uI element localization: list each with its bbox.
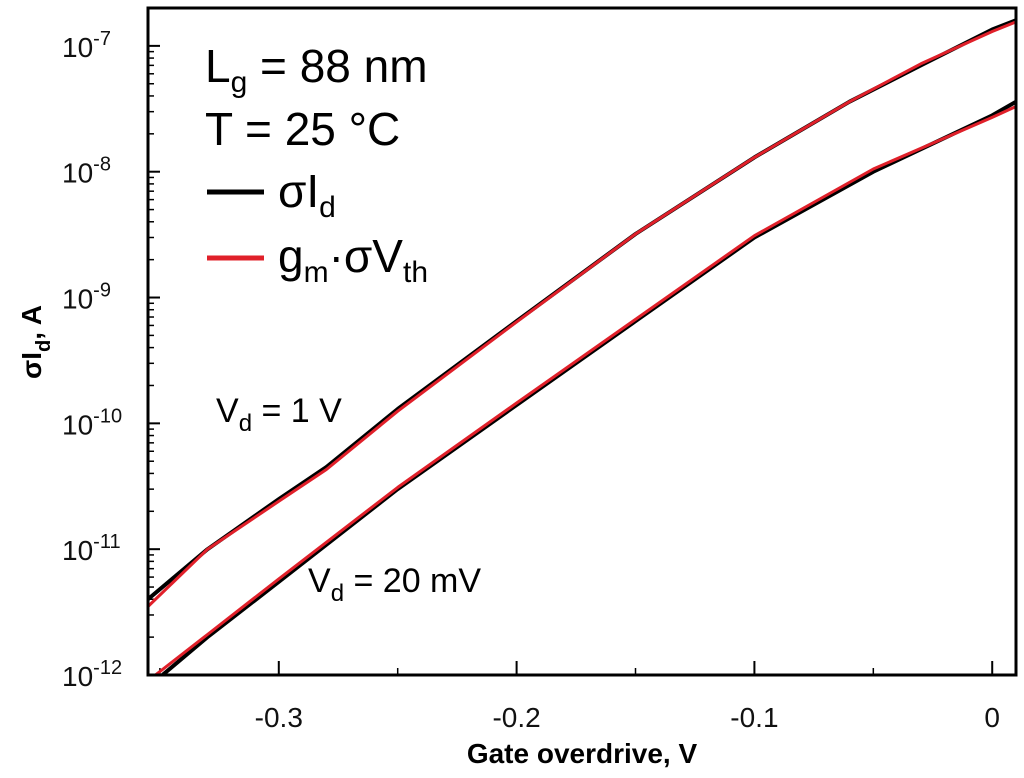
- y-axis-title-tail: , A: [16, 305, 47, 340]
- x-tick-label: -0.3: [255, 702, 303, 733]
- y-tick-label: 10-11: [62, 531, 121, 566]
- x-tick-label: 0: [984, 702, 1000, 733]
- y-axis-title-sub: d: [33, 340, 55, 352]
- series-line-3: [153, 105, 1016, 675]
- x-tick-label: -0.1: [730, 702, 778, 733]
- legend-label-sigma-id: σId: [278, 165, 336, 224]
- annotation-vd-20mv: Vd = 20 mV: [308, 562, 481, 607]
- y-tick-label: 10-9: [62, 280, 111, 315]
- y-tick-label: 10-8: [62, 154, 111, 189]
- annotation-gate-length: Lg = 88 nm: [205, 40, 428, 99]
- series-group: [148, 18, 1016, 675]
- plot-frame: [146, 6, 1018, 677]
- annotation-temperature: T = 25 °C: [205, 103, 400, 155]
- legend: σId gm·σVth: [207, 165, 428, 289]
- y-tick-label: 10-12: [62, 657, 122, 692]
- y-tick-labels: 10-12 10-11 10-10 10-9 10-8 10-7: [62, 28, 122, 692]
- y-tick-label: 10-7: [62, 28, 111, 63]
- y-axis-title: σId, A: [16, 305, 55, 379]
- y-tick-label: 10-10: [62, 405, 122, 440]
- y-axis-title-main: σI: [16, 352, 47, 379]
- series-line-1: [148, 20, 1016, 608]
- x-tick-labels: -0.3 -0.2 -0.1 0: [255, 702, 1000, 733]
- legend-label-gm-sigma-vth: gm·σVth: [278, 230, 428, 289]
- x-axis-title: Gate overdrive, V: [467, 738, 698, 769]
- x-tick-label: -0.2: [492, 702, 540, 733]
- annotation-vd-1v: Vd = 1 V: [216, 392, 342, 437]
